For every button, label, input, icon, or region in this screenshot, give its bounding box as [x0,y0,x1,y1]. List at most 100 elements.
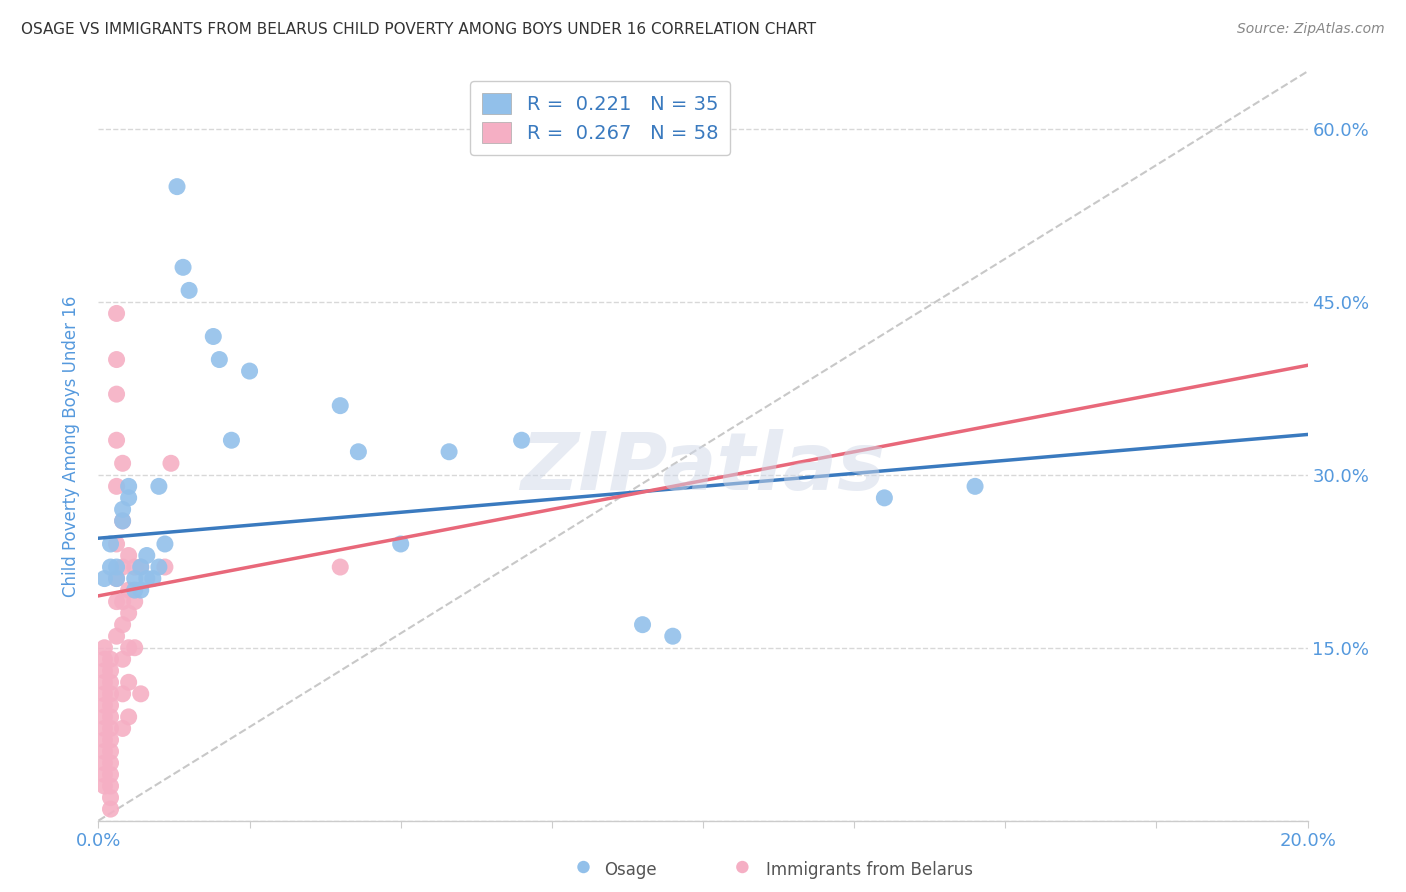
Point [329,399,352,413]
Point [93,756,115,770]
Text: Immigrants from Belarus: Immigrants from Belarus [766,861,973,879]
Point [153,560,176,574]
Point [389,537,412,551]
Point [111,722,134,736]
Point [93,640,115,655]
Legend: R =  0.221   N = 35, R =  0.267   N = 58: R = 0.221 N = 35, R = 0.267 N = 58 [471,81,730,154]
Point [129,583,152,598]
Point [100,537,122,551]
Point [100,675,122,690]
Point [135,549,157,563]
Point [93,722,115,736]
Point [329,560,352,574]
Point [118,479,141,493]
Point [111,502,134,516]
Point [105,434,128,448]
Point [160,456,183,470]
Point [572,860,595,874]
Point [100,790,122,805]
Point [100,767,122,781]
Point [239,364,262,378]
Point [118,583,141,598]
Point [631,617,654,632]
Point [129,560,152,574]
Point [105,572,128,586]
Point [221,434,243,448]
Point [111,514,134,528]
Point [105,479,128,493]
Point [105,560,128,574]
Point [172,260,194,275]
Point [93,572,115,586]
Point [105,352,128,367]
Point [124,572,146,586]
Point [347,444,370,458]
Point [118,675,141,690]
Point [661,629,683,643]
Point [100,687,122,701]
Point [100,733,122,747]
Point [111,514,134,528]
Point [93,767,115,781]
Point [105,306,128,320]
Point [111,560,134,574]
Point [105,594,128,608]
Point [111,652,134,666]
Point [93,710,115,724]
Point [111,594,134,608]
Point [129,560,152,574]
Point [93,664,115,678]
Point [93,687,115,701]
Point [873,491,896,505]
Point [105,537,128,551]
Point [118,549,141,563]
Point [105,387,128,401]
Point [105,572,128,586]
Point [118,491,141,505]
Point [135,572,157,586]
Point [111,456,134,470]
Point [437,444,460,458]
Point [124,583,146,598]
Text: Source: ZipAtlas.com: Source: ZipAtlas.com [1237,22,1385,37]
Point [93,779,115,793]
Point [100,664,122,678]
Point [124,560,146,574]
Point [118,710,141,724]
Point [142,572,165,586]
Point [93,652,115,666]
Point [148,560,170,574]
Point [100,802,122,816]
Point [100,756,122,770]
Point [105,629,128,643]
Point [100,744,122,758]
Point [510,434,533,448]
Point [100,560,122,574]
Point [100,722,122,736]
Point [153,537,176,551]
Point [100,779,122,793]
Point [100,698,122,713]
Text: Osage: Osage [605,861,657,879]
Y-axis label: Child Poverty Among Boys Under 16: Child Poverty Among Boys Under 16 [62,295,80,597]
Point [100,652,122,666]
Text: ZIPatlas: ZIPatlas [520,429,886,508]
Point [93,675,115,690]
Text: OSAGE VS IMMIGRANTS FROM BELARUS CHILD POVERTY AMONG BOYS UNDER 16 CORRELATION C: OSAGE VS IMMIGRANTS FROM BELARUS CHILD P… [21,22,817,37]
Point [148,479,170,493]
Point [166,179,188,194]
Point [118,606,141,620]
Point [93,698,115,713]
Point [111,687,134,701]
Point [93,733,115,747]
Point [208,352,231,367]
Point [118,640,141,655]
Point [179,284,201,298]
Point [124,594,146,608]
Point [965,479,987,493]
Point [731,860,754,874]
Point [129,687,152,701]
Point [93,744,115,758]
Point [100,710,122,724]
Point [202,329,225,343]
